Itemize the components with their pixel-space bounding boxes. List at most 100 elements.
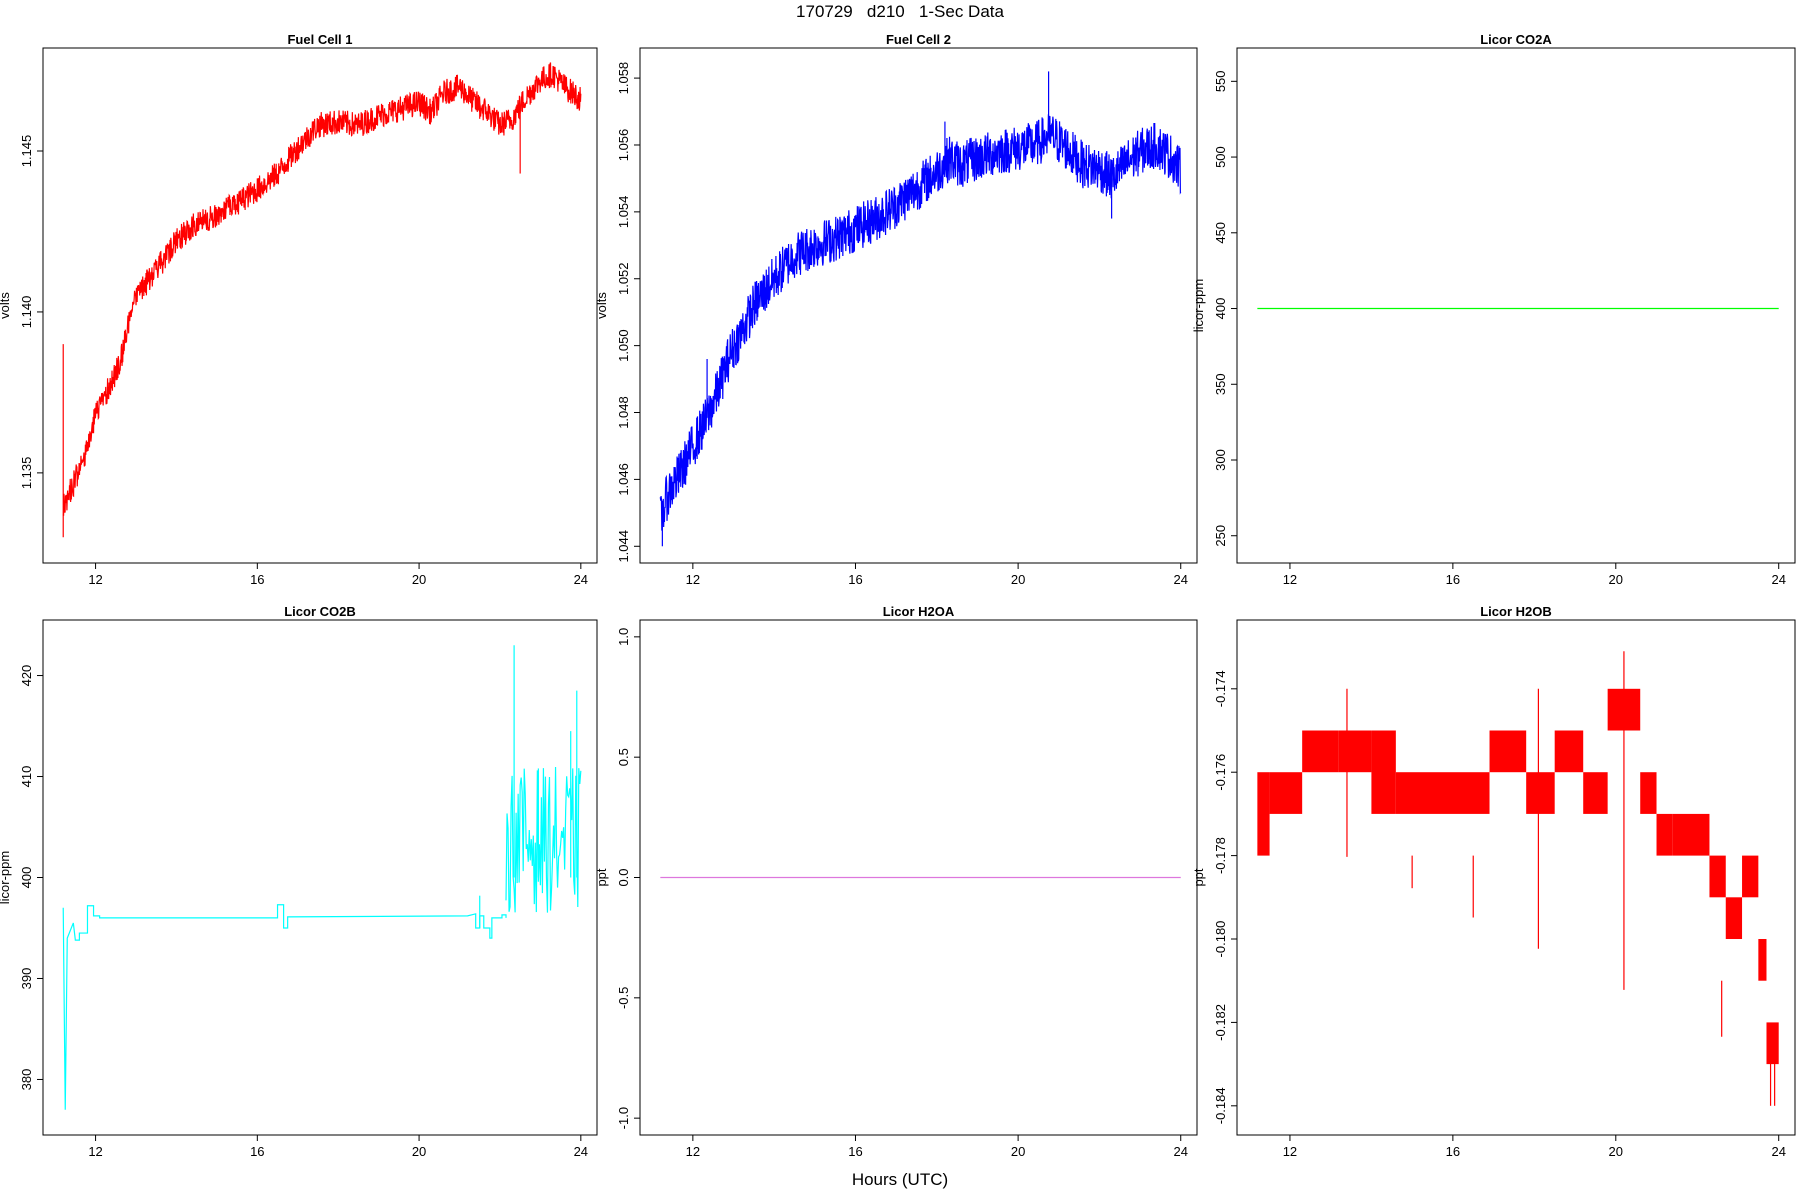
x-tick-label: 20 xyxy=(1609,572,1623,587)
series-band xyxy=(1338,730,1372,773)
y-tick-label: 420 xyxy=(19,665,34,687)
series-band xyxy=(1766,1022,1779,1065)
y-tick-label: 0.0 xyxy=(616,868,631,886)
x-tick-label: 20 xyxy=(412,572,426,587)
plot-area xyxy=(62,62,582,538)
x-tick-label: 12 xyxy=(88,572,102,587)
y-tick-label: -0.180 xyxy=(1213,921,1228,958)
y-tick-label: -1.0 xyxy=(616,1107,631,1129)
series-band xyxy=(1725,897,1743,940)
series-band xyxy=(1257,772,1270,856)
series-band xyxy=(1672,813,1710,856)
chart-title: Licor CO2A xyxy=(1480,32,1552,47)
series-band xyxy=(1269,772,1303,814)
y-tick-label: 1.0 xyxy=(616,628,631,646)
series-band xyxy=(1526,772,1555,814)
y-tick-label: 500 xyxy=(1213,146,1228,168)
x-tick-label: 12 xyxy=(686,1144,700,1159)
y-tick-label: 400 xyxy=(1213,298,1228,320)
series-band xyxy=(1583,772,1608,814)
plot-area xyxy=(62,645,582,1110)
y-tick-label: 250 xyxy=(1213,525,1228,547)
series-band xyxy=(1758,939,1767,981)
y-tick-label: 1.056 xyxy=(616,129,631,162)
x-tick-label: 16 xyxy=(1446,1144,1460,1159)
plot-frame xyxy=(1236,47,1796,564)
series-band xyxy=(1554,730,1584,773)
chart-title: Licor H2OA xyxy=(883,604,955,619)
figure-title: 170729 d210 1-Sec Data xyxy=(796,2,1004,21)
series-band xyxy=(1302,730,1339,773)
y-tick-label: 1.046 xyxy=(616,463,631,496)
x-tick-label: 24 xyxy=(1771,1144,1785,1159)
y-tick-label: 1.048 xyxy=(616,396,631,429)
chart-panel-5: Licor H2OA ppt 12 16 20 24 -1.0 -0.5 0.0 0.5 1.0 xyxy=(594,604,1198,1159)
series-line xyxy=(62,62,582,516)
x-tick-label: 20 xyxy=(412,1144,426,1159)
y-tick-label: 410 xyxy=(19,766,34,788)
series-band xyxy=(1395,772,1490,814)
y-tick-label: 300 xyxy=(1213,449,1228,471)
series-band xyxy=(1640,772,1657,814)
chart-panel-2: Fuel Cell 2 volts 12 16 20 24 1.044 1.046 1.048 1… xyxy=(594,32,1198,587)
y-tick-label: -0.184 xyxy=(1213,1087,1228,1124)
y-tick-label: -0.176 xyxy=(1213,754,1228,791)
x-tick-label: 16 xyxy=(1446,572,1460,587)
plot-frame xyxy=(639,47,1198,564)
series-band xyxy=(1656,813,1673,856)
chart-title: Licor H2OB xyxy=(1480,604,1552,619)
y-axis-label: volts xyxy=(0,292,12,319)
x-tick-label: 16 xyxy=(250,572,264,587)
x-tick-label: 16 xyxy=(848,572,862,587)
x-tick-label: 12 xyxy=(1283,572,1297,587)
x-tick-label: 24 xyxy=(1174,1144,1188,1159)
series-band xyxy=(1742,855,1759,898)
series-band xyxy=(1371,730,1396,814)
x-tick-label: 24 xyxy=(1174,572,1188,587)
x-tick-label: 12 xyxy=(88,1144,102,1159)
y-tick-label: 1.052 xyxy=(616,262,631,295)
x-tick-label: 12 xyxy=(1283,1144,1297,1159)
series-line xyxy=(62,904,507,1110)
y-tick-label: -0.182 xyxy=(1213,1004,1228,1041)
y-tick-label: -0.178 xyxy=(1213,837,1228,874)
y-axis-label: licor-ppm xyxy=(1191,279,1206,332)
chart-title: Fuel Cell 2 xyxy=(886,32,951,47)
plot-area xyxy=(1257,651,1779,1106)
x-axis-title: Hours (UTC) xyxy=(851,1170,949,1189)
x-tick-label: 24 xyxy=(574,1144,588,1159)
chart-title: Licor CO2B xyxy=(284,604,356,619)
y-axis-label: ppt xyxy=(1191,868,1206,886)
plot-frame xyxy=(1236,619,1796,1136)
y-tick-label: -0.174 xyxy=(1213,670,1228,707)
y-tick-label: 1.135 xyxy=(19,457,34,490)
y-axis-label: ppt xyxy=(594,868,609,886)
y-tick-label: 450 xyxy=(1213,222,1228,244)
x-tick-label: 20 xyxy=(1011,1144,1025,1159)
series-band xyxy=(1489,730,1527,773)
series-burst xyxy=(505,767,582,913)
x-tick-label: 20 xyxy=(1609,1144,1623,1159)
x-tick-label: 20 xyxy=(1011,572,1025,587)
plot-area xyxy=(659,71,1182,547)
chart-title: Fuel Cell 1 xyxy=(287,32,352,47)
chart-panel-3: Licor CO2A licor-ppm 12 16 20 24 250 300 350 400 4… xyxy=(1191,32,1796,587)
chart-panel-4: Licor CO2B licor-ppm 12 16 20 24 380 390 400 410 4… xyxy=(0,604,598,1159)
y-tick-label: 1.058 xyxy=(616,62,631,95)
x-tick-label: 24 xyxy=(1771,572,1785,587)
plot-frame xyxy=(42,47,598,564)
y-tick-label: 1.044 xyxy=(616,530,631,563)
y-tick-label: 400 xyxy=(19,867,34,889)
chart-panel-1: Fuel Cell 1 volts 12 16 20 24 1.135 1.140 1.145 xyxy=(0,32,598,587)
series-line xyxy=(659,114,1182,531)
y-tick-label: 550 xyxy=(1213,70,1228,92)
y-tick-label: 350 xyxy=(1213,373,1228,395)
y-tick-label: 0.5 xyxy=(616,748,631,766)
x-tick-label: 24 xyxy=(574,572,588,587)
chart-panel-6: Licor H2OB ppt 12 16 20 24 -0.184 -0.182 -0.180 -… xyxy=(1191,604,1796,1159)
y-axis-label: licor-ppm xyxy=(0,851,12,904)
y-tick-label: 380 xyxy=(19,1069,34,1091)
y-tick-label: 1.050 xyxy=(616,329,631,362)
x-tick-label: 12 xyxy=(686,572,700,587)
